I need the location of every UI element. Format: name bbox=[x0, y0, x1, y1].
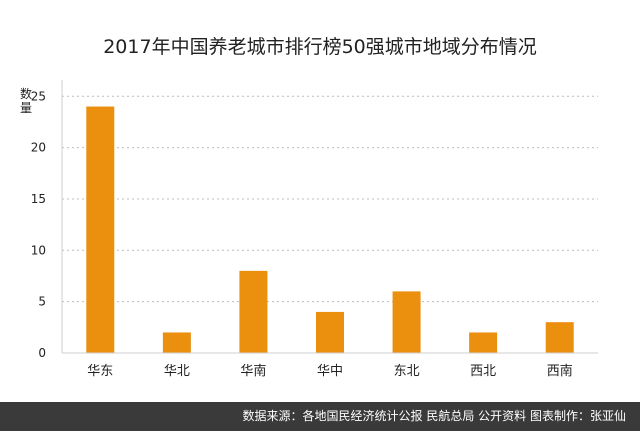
y-tick-label: 25 bbox=[31, 89, 46, 103]
bar-2 bbox=[239, 270, 268, 353]
gridlines bbox=[62, 95, 598, 303]
x-tick-label: 东北 bbox=[394, 364, 420, 379]
bar-6 bbox=[545, 322, 574, 353]
bar-0 bbox=[86, 106, 115, 354]
footer-source: 数据来源：各地国民经济统计公报 民航总局 公开资料 图表制作：张亚仙 bbox=[0, 402, 640, 431]
x-tick-label: 西北 bbox=[470, 364, 496, 379]
y-tick-label: 0 bbox=[38, 346, 46, 360]
y-axis-label-char: 量 bbox=[20, 101, 32, 115]
y-axis-ticks: 0 5 10 15 20 25 bbox=[31, 89, 46, 360]
bar-4 bbox=[392, 291, 421, 353]
bar-5 bbox=[469, 332, 498, 353]
x-tick-label: 华南 bbox=[240, 363, 266, 379]
chart-title: 2017年中国养老城市排行榜50强城市地域分布情况 bbox=[103, 36, 537, 58]
y-axis-label-char: 数 bbox=[20, 86, 32, 101]
bar-chart: 2017年中国养老城市排行榜50强城市地域分布情况 数量 0510152025 … bbox=[20, 36, 598, 379]
x-axis-ticks: 华东 华北 华南 华中 东北 西北 西南 bbox=[87, 363, 572, 379]
x-tick-label: 华东 bbox=[87, 364, 113, 379]
x-tick-label: 西南 bbox=[547, 363, 573, 379]
x-tick-label: 华中 bbox=[317, 364, 343, 379]
bars bbox=[86, 106, 574, 354]
y-tick-label: 5 bbox=[38, 295, 46, 309]
bar-3 bbox=[316, 311, 344, 353]
bar-1 bbox=[162, 332, 191, 353]
y-tick-label: 10 bbox=[31, 243, 46, 257]
y-tick-label: 15 bbox=[31, 192, 46, 206]
y-tick-label: 20 bbox=[31, 141, 46, 155]
y-axis-label: 数量 bbox=[20, 86, 32, 115]
x-tick-label: 华北 bbox=[164, 364, 190, 379]
